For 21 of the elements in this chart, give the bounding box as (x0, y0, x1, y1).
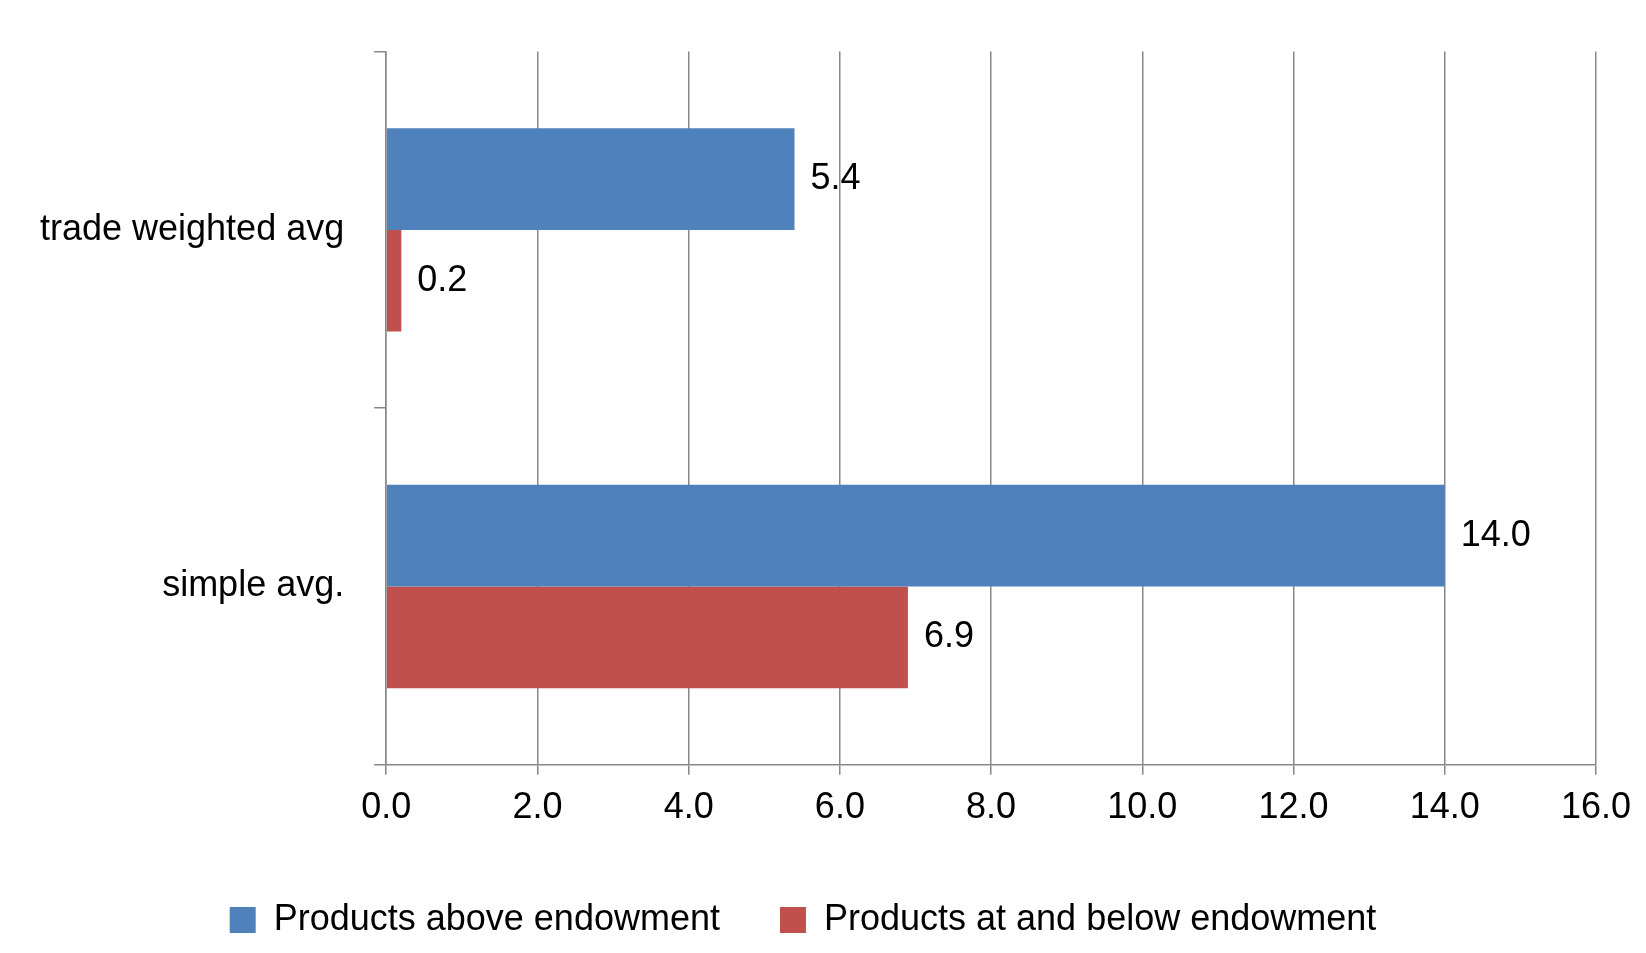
bar (386, 128, 795, 230)
data-label: 0.2 (417, 257, 468, 299)
bar (386, 484, 1445, 587)
x-tick-label: 12.0 (1258, 785, 1329, 827)
legend-label: Products above endowment (273, 896, 720, 938)
x-tick-label: 0.0 (361, 785, 412, 827)
x-tick-label: 6.0 (814, 785, 865, 827)
x-tick-label: 14.0 (1409, 785, 1480, 827)
data-label: 6.9 (923, 614, 974, 656)
data-label: 5.4 (810, 156, 861, 198)
x-tick-label: 10.0 (1107, 785, 1178, 827)
x-tick-label: 4.0 (663, 785, 714, 827)
y-tick-label: trade weighted avg (39, 206, 345, 248)
x-tick-label: 2.0 (512, 785, 563, 827)
x-tick-label: 8.0 (966, 785, 1017, 827)
bar (386, 229, 402, 332)
y-tick-label: simple avg. (162, 563, 345, 605)
legend-label: Products at and below endowment (823, 896, 1377, 938)
x-tick-label: 16.0 (1560, 785, 1632, 827)
data-label: 14.0 (1460, 512, 1531, 554)
bar (386, 586, 908, 689)
